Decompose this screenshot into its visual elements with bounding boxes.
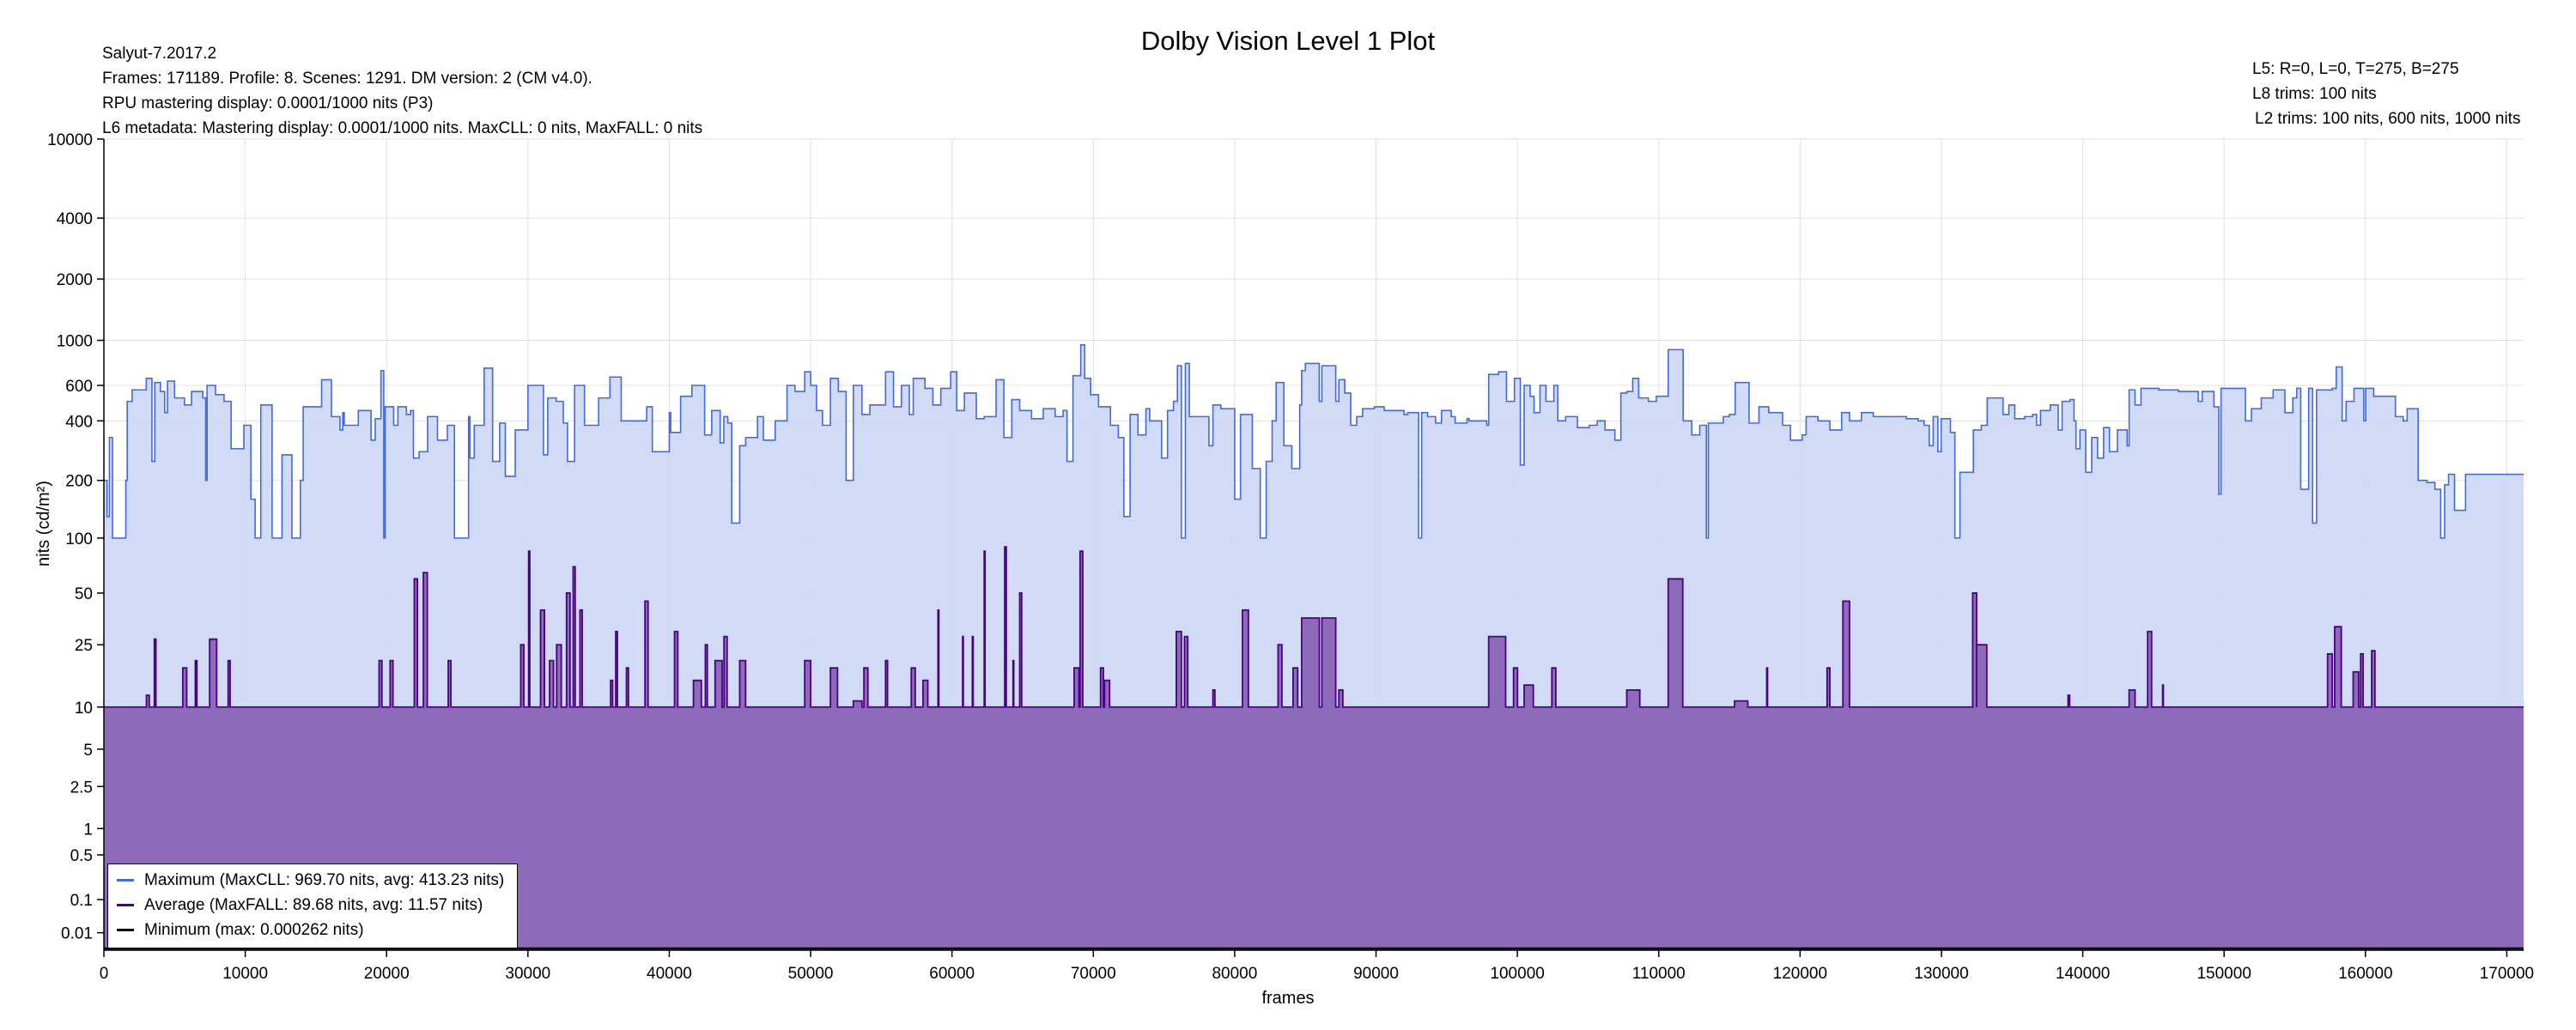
x-tick-label: 90000 (1353, 965, 1399, 983)
y-tick-label: 4000 (57, 210, 93, 228)
x-tick-label: 10000 (222, 965, 268, 983)
x-tick-label: 50000 (788, 965, 834, 983)
y-tick-label: 0.5 (70, 847, 93, 865)
chart-title: Dolby Vision Level 1 Plot (1140, 26, 1436, 56)
series-layer (104, 344, 2524, 950)
maximum-series-line (104, 344, 2524, 539)
y-tick-label: 200 (65, 473, 93, 491)
y-tick-label: 25 (75, 637, 93, 655)
y-axis-label: nits (cd/m²) (34, 481, 53, 566)
legend-label-average: Average (MaxFALL: 89.68 nits, avg: 11.57… (144, 896, 483, 914)
x-tick-label: 140000 (2056, 965, 2110, 983)
x-tick-label: 130000 (1914, 965, 1968, 983)
l8-trims-info: L8 trims: 100 nits (2252, 85, 2377, 103)
legend-swatch-average (117, 904, 134, 907)
y-tick-label: 2000 (57, 271, 93, 289)
l6-metadata-info: L6 metadata: Mastering display: 0.0001/1… (102, 119, 703, 137)
x-tick-label: 110000 (1632, 965, 1686, 983)
x-axis-label: frames (1261, 989, 1315, 1008)
x-tick-label: 100000 (1490, 965, 1544, 983)
x-tick-label: 30000 (505, 965, 550, 983)
frames-info: Frames: 171189. Profile: 8. Scenes: 1291… (102, 70, 592, 88)
y-tick-label: 600 (65, 378, 93, 396)
legend-item-minimum: Minimum (max: 0.000262 nits) (117, 918, 364, 943)
x-tick-label: 80000 (1212, 965, 1257, 983)
average-series-fill (104, 547, 2524, 950)
x-tick-label: 20000 (364, 965, 410, 983)
average-series-line (104, 546, 2524, 708)
x-tick-label: 60000 (929, 965, 975, 983)
x-tick-label: 120000 (1773, 965, 1827, 983)
y-tick-label: 5 (83, 742, 93, 760)
y-tick-label: 10000 (47, 131, 93, 149)
l5-info: L5: R=0, L=0, T=275, B=275 (2252, 60, 2459, 78)
x-tick-label: 160000 (2338, 965, 2392, 983)
legend-item-average: Average (MaxFALL: 89.68 nits, avg: 11.57… (117, 893, 483, 918)
x-tick-label: 170000 (2480, 965, 2534, 983)
y-tick-label: 100 (65, 530, 93, 548)
x-tick-label: 150000 (2196, 965, 2251, 983)
y-tick-label: 0.01 (61, 925, 93, 943)
y-tick-label: 50 (75, 585, 93, 603)
x-tick-label: 70000 (1071, 965, 1116, 983)
legend-label-minimum: Minimum (max: 0.000262 nits) (144, 921, 364, 939)
legend-label-maximum: Maximum (MaxCLL: 969.70 nits, avg: 413.2… (144, 871, 505, 889)
x-tick-label: 0 (100, 965, 109, 983)
file-name: Salyut-7.2017.2 (102, 45, 217, 63)
y-tick-label: 0.1 (70, 892, 93, 910)
l2-trims-info: L2 trims: 100 nits, 600 nits, 1000 nits (2255, 110, 2521, 128)
legend: Maximum (MaxCLL: 969.70 nits, avg: 413.2… (107, 863, 518, 948)
y-tick-label: 1 (83, 821, 93, 839)
rpu-mastering-info: RPU mastering display: 0.0001/1000 nits … (102, 94, 434, 112)
y-tick-label: 1000 (57, 333, 93, 351)
axes: 0 10000 20000 30000 40000 50000 60000 70000 8000… (47, 131, 2534, 983)
legend-swatch-maximum (117, 879, 134, 882)
y-tick-label: 400 (65, 413, 93, 431)
legend-swatch-minimum (117, 929, 134, 932)
legend-item-maximum: Maximum (MaxCLL: 969.70 nits, avg: 413.2… (117, 868, 504, 894)
y-tick-label: 10 (75, 700, 93, 718)
y-tick-label: 2.5 (70, 779, 93, 797)
x-tick-label: 40000 (647, 965, 692, 983)
